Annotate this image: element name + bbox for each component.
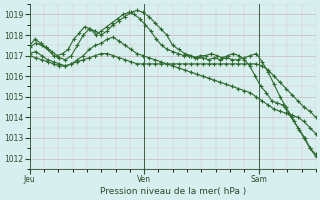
X-axis label: Pression niveau de la mer( hPa ): Pression niveau de la mer( hPa ): [100, 187, 246, 196]
